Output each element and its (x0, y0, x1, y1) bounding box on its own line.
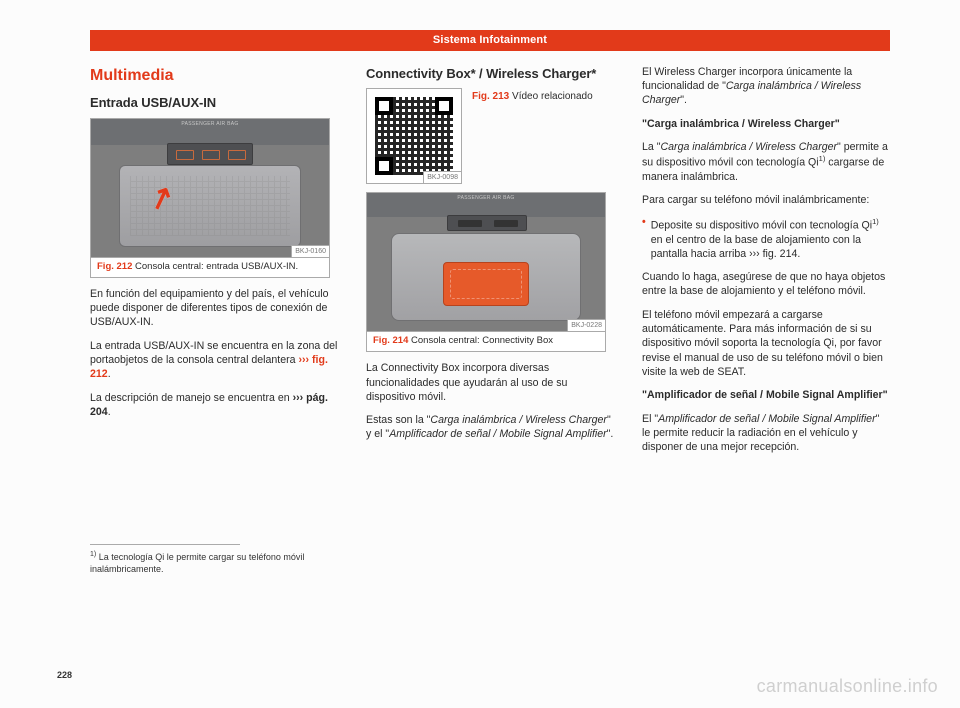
paragraph: La entrada USB/AUX-IN se encuentra en la… (90, 339, 338, 382)
figure-number: Fig. 213 (472, 91, 509, 102)
column-2: Connectivity Box* / Wireless Charger* BK… (366, 65, 614, 576)
figure-number: Fig. 214 (373, 335, 408, 346)
subheading-bold: "Amplificador de señal / Mobile Signal A… (642, 388, 890, 402)
manual-page: Sistema Infotainment Multimedia Entrada … (0, 0, 960, 708)
airbag-label: PASSENGER AIR BAG (181, 122, 238, 127)
h2-usb-aux: Entrada USB/AUX-IN (90, 94, 338, 112)
figure-number: Fig. 212 (97, 261, 132, 272)
console-dash: PASSENGER AIR BAG (367, 193, 605, 217)
figure-213-caption: Fig. 213 Vídeo relacionado (472, 90, 614, 104)
spacer (90, 428, 338, 528)
figure-tag: BKJ-0098 (423, 171, 461, 183)
wireless-charge-pad (443, 262, 529, 306)
console-dash: PASSENGER AIR BAG (91, 119, 329, 145)
paragraph: Para cargar su teléfono móvil inalámbric… (642, 193, 890, 207)
figure-caption-text: Vídeo relacionado (509, 91, 592, 102)
figure-214-caption: Fig. 214 Consola central: Connectivity B… (366, 332, 606, 352)
bullet-icon: • (642, 217, 646, 261)
column-1: Multimedia Entrada USB/AUX-IN PASSENGER … (90, 65, 338, 576)
paragraph: La Connectivity Box incorpora diversas f… (366, 361, 614, 404)
italic-term: Amplificador de señal / Mobile Signal Am… (389, 428, 606, 440)
usb-slot-icon (458, 220, 482, 227)
paragraph: El teléfono móvil empezará a cargarse au… (642, 308, 890, 379)
bullet-item: • Deposite su dispositivo móvil con tecn… (642, 217, 890, 261)
bullet-text: Deposite su dispositivo móvil con tecnol… (651, 217, 890, 261)
port-icon (228, 150, 246, 160)
port-icon (176, 150, 194, 160)
footnote: 1) La tecnología Qi le permite cargar su… (90, 550, 330, 575)
paragraph: En función del equipamiento y del país, … (90, 287, 338, 330)
paragraph: El Wireless Charger incorpora únicamente… (642, 65, 890, 108)
h1-multimedia: Multimedia (90, 65, 338, 87)
footnote-text: La tecnología Qi le permite cargar su te… (90, 552, 304, 574)
italic-term: Carga inalámbrica / Wireless Charger (661, 141, 838, 153)
section-title: Sistema Infotainment (433, 34, 547, 46)
italic-term: Carga inalámbrica / Wireless Charger (430, 414, 607, 426)
paragraph: La "Carga inalámbrica / Wireless Charger… (642, 140, 890, 184)
crossref-fig: ››› fig. 214 (749, 248, 797, 260)
three-column-layout: Multimedia Entrada USB/AUX-IN PASSENGER … (90, 65, 890, 576)
section-header: Sistema Infotainment (90, 30, 890, 51)
figure-caption-text: Consola central: Connectivity Box (408, 335, 553, 346)
figure-212: PASSENGER AIR BAG ↗ BKJ-0160 (90, 118, 330, 258)
page-number: 228 (57, 669, 72, 681)
storage-well (391, 233, 581, 321)
figure-caption-text: Consola central: entrada USB/AUX-IN. (132, 261, 298, 272)
h2-connectivity-box: Connectivity Box* / Wireless Charger* (366, 65, 614, 83)
footnote-separator (90, 544, 240, 545)
italic-term: Amplificador de señal / Mobile Signal Am… (658, 413, 875, 425)
figure-212-caption: Fig. 212 Consola central: entrada USB/AU… (90, 258, 330, 278)
port-icon (202, 150, 220, 160)
figure-214: PASSENGER AIR BAG BKJ-0228 (366, 192, 606, 332)
figure-tag: BKJ-0160 (291, 245, 329, 257)
watermark: carmanualsonline.info (757, 674, 938, 698)
usb-slot-panel (447, 215, 527, 231)
figure-213-qr: BKJ-0098 (366, 88, 462, 184)
footnote-ref: 1) (872, 217, 879, 226)
figure-213-row: BKJ-0098 Fig. 213 Vídeo relacionado (366, 88, 614, 184)
paragraph: Cuando lo haga, asegúrese de que no haya… (642, 270, 890, 299)
paragraph: La descripción de manejo se encuentra en… (90, 391, 338, 420)
usb-aux-panel (167, 143, 253, 165)
column-3: El Wireless Charger incorpora únicamente… (642, 65, 890, 576)
storage-tray (119, 165, 301, 247)
usb-slot-icon (494, 220, 518, 227)
paragraph: El "Amplificador de señal / Mobile Signa… (642, 412, 890, 455)
paragraph: Estas son la "Carga inalámbrica / Wirele… (366, 413, 614, 442)
subheading-bold: "Carga inalámbrica / Wireless Charger" (642, 117, 890, 131)
airbag-label: PASSENGER AIR BAG (457, 196, 514, 201)
figure-tag: BKJ-0228 (567, 319, 605, 331)
